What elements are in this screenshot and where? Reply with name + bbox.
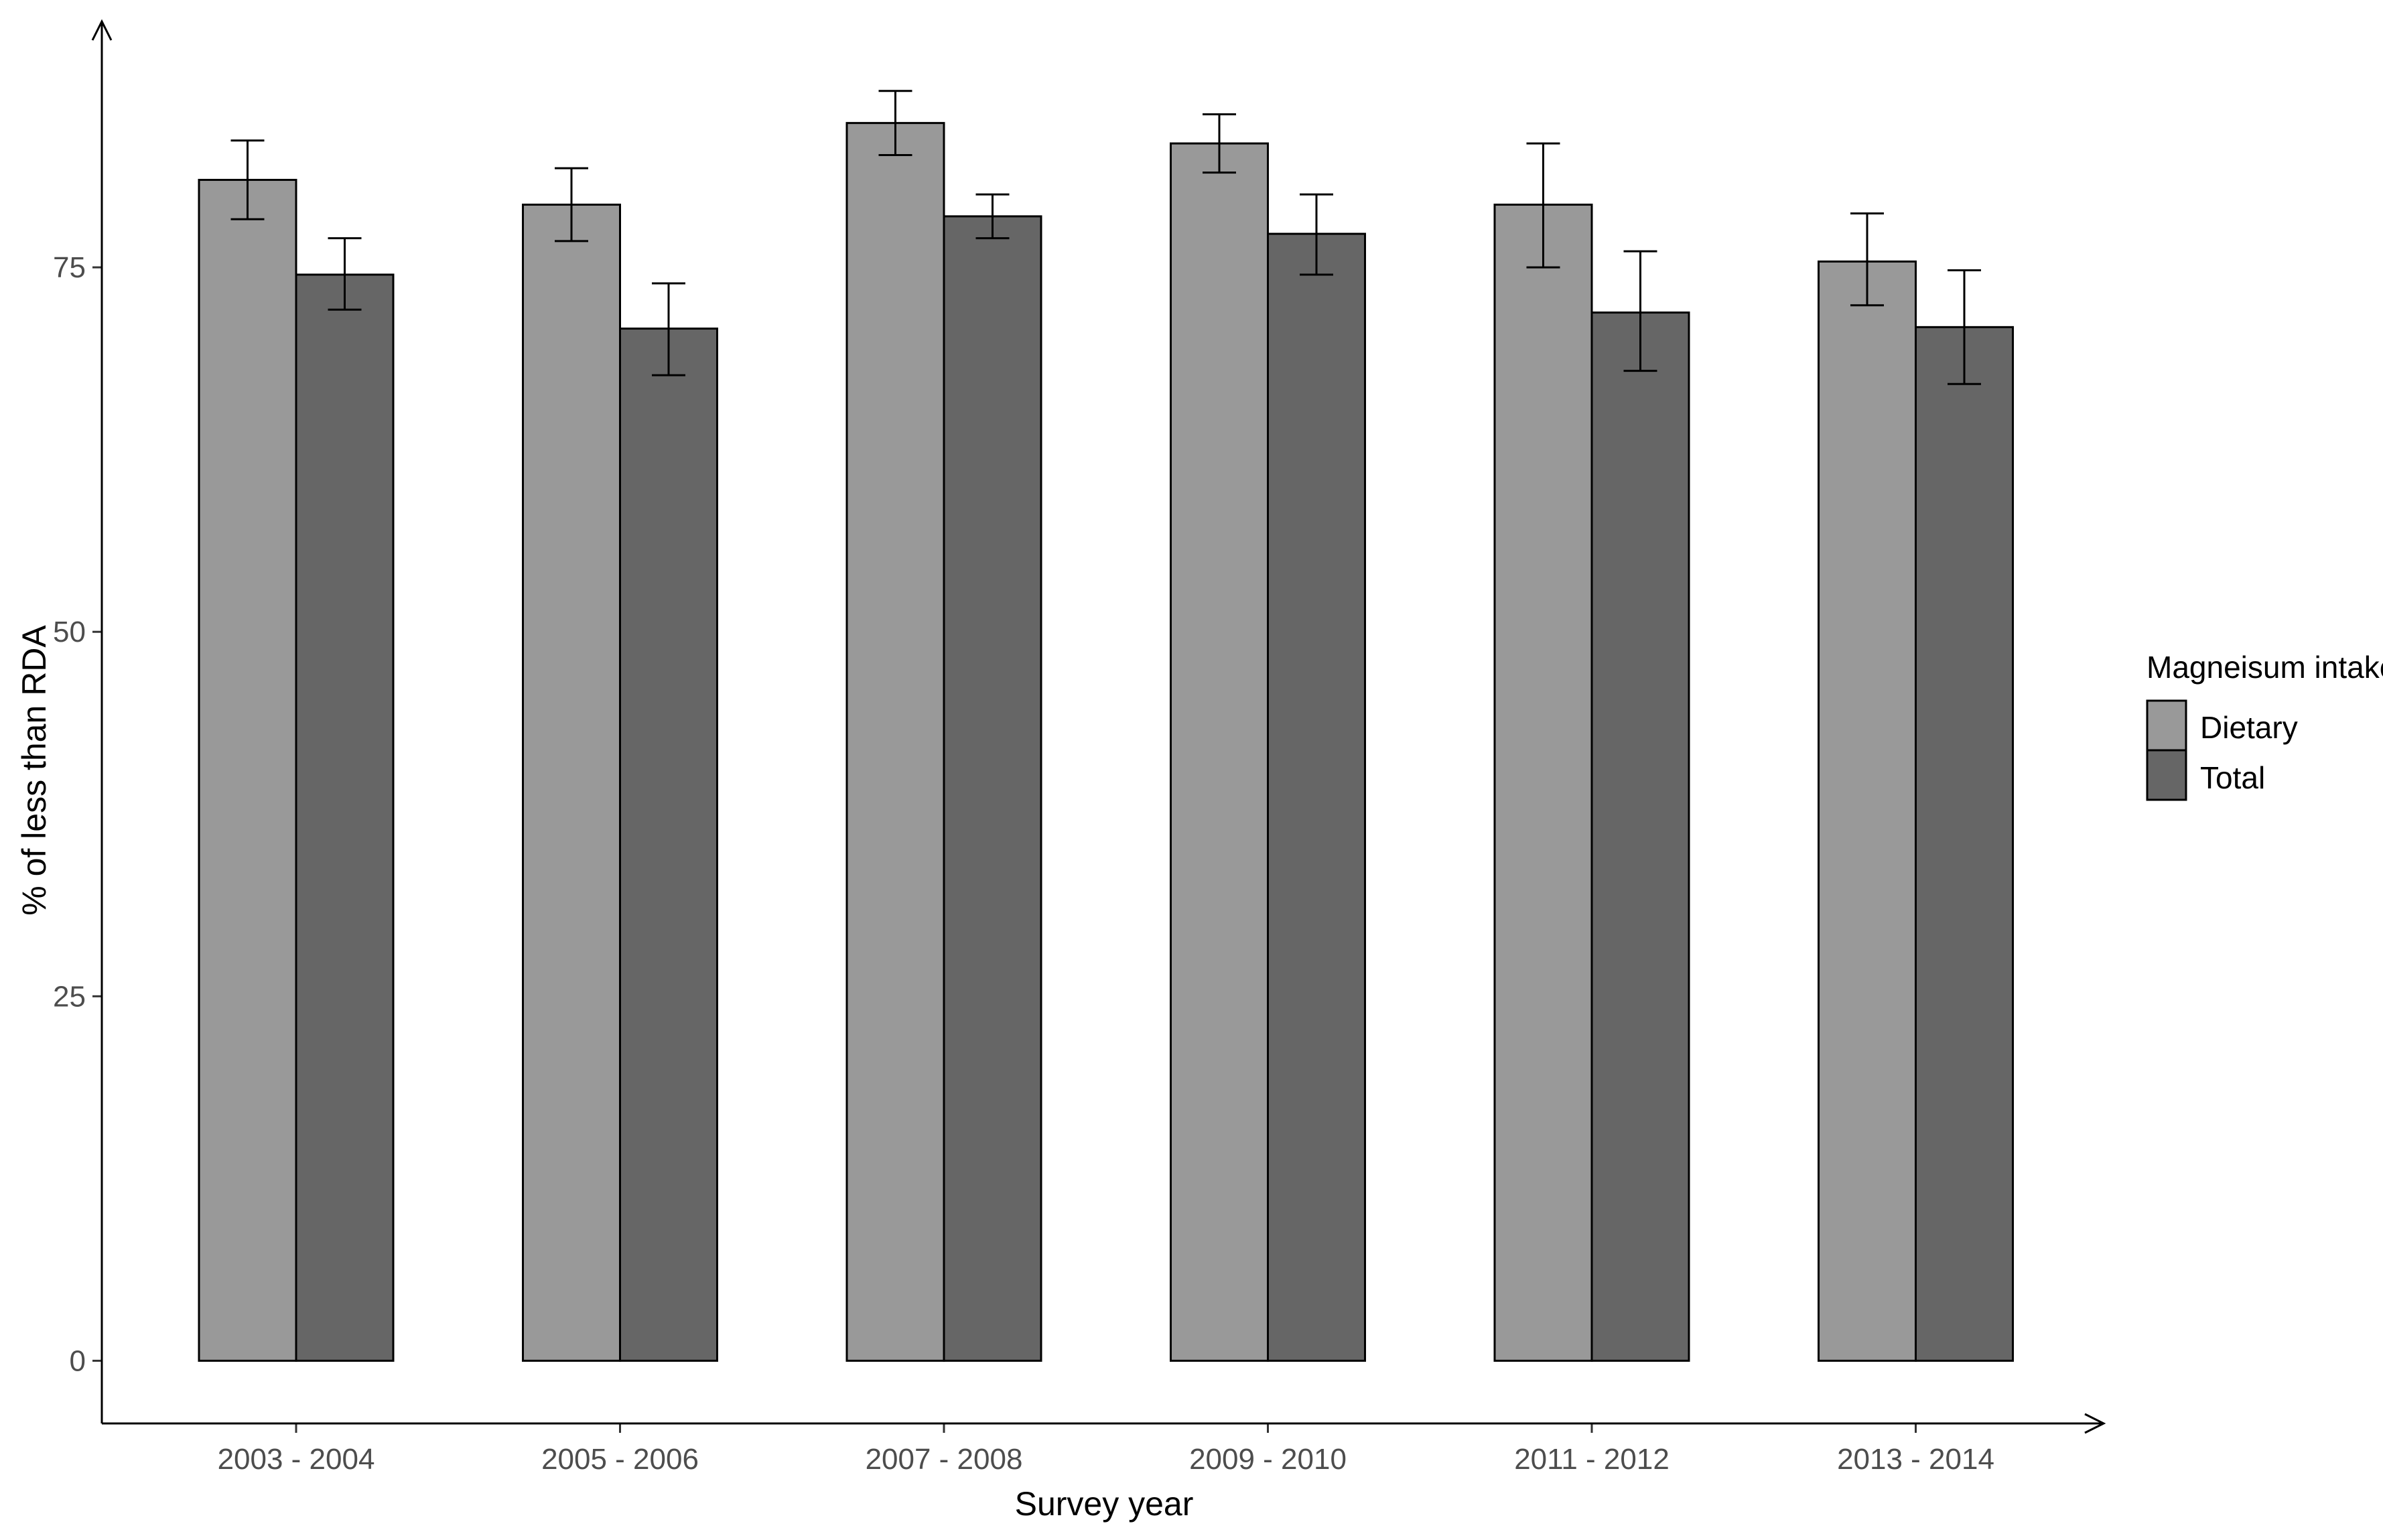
x-tick-label-4: 2011 - 2012 bbox=[1514, 1443, 1670, 1476]
bar-total-0 bbox=[295, 273, 395, 1362]
legend-key-total bbox=[2146, 749, 2187, 801]
x-axis-arrow bbox=[2084, 1413, 2106, 1434]
bar-dietary-3 bbox=[1170, 142, 1269, 1362]
bar-total-2 bbox=[943, 215, 1042, 1362]
x-tick-label-3: 2009 - 2010 bbox=[1189, 1443, 1347, 1476]
chart-marks: 2003 - 2004 2005 - 2006 2007 - 2008 2009 - … bbox=[53, 19, 2187, 1476]
x-tick-label-2: 2007 - 2008 bbox=[866, 1443, 1023, 1476]
y-tick-label-0: 0 bbox=[70, 1344, 86, 1377]
x-tick-label-1: 2005 - 2006 bbox=[541, 1443, 699, 1476]
y-tick-label-3: 75 bbox=[53, 251, 86, 284]
legend-key-dietary bbox=[2146, 699, 2187, 752]
x-tick-label-0: 2003 - 2004 bbox=[218, 1443, 375, 1476]
bar-dietary-0 bbox=[198, 179, 297, 1362]
legend-title: Magneisum intake bbox=[2147, 650, 2383, 685]
bar-total-1 bbox=[619, 328, 718, 1362]
legend-label-total: Total bbox=[2200, 760, 2265, 795]
y-tick-label-1: 25 bbox=[53, 980, 86, 1013]
bar-total-3 bbox=[1267, 232, 1366, 1362]
y-axis-arrow bbox=[91, 19, 113, 41]
x-tick-label-5: 2013 - 2014 bbox=[1837, 1443, 1994, 1476]
bar-dietary-1 bbox=[522, 204, 621, 1362]
bar-total-5 bbox=[1915, 326, 2014, 1362]
y-tick-label-2: 50 bbox=[53, 616, 86, 648]
y-axis-title: % of less than RDA bbox=[15, 625, 53, 916]
bar-dietary-2 bbox=[845, 122, 945, 1362]
bar-dietary-5 bbox=[1818, 260, 1917, 1362]
legend-label-dietary: Dietary bbox=[2200, 710, 2298, 745]
bar-total-4 bbox=[1590, 311, 1690, 1362]
x-axis-title: Survey year bbox=[1015, 1485, 1194, 1523]
bar-dietary-4 bbox=[1493, 204, 1593, 1362]
